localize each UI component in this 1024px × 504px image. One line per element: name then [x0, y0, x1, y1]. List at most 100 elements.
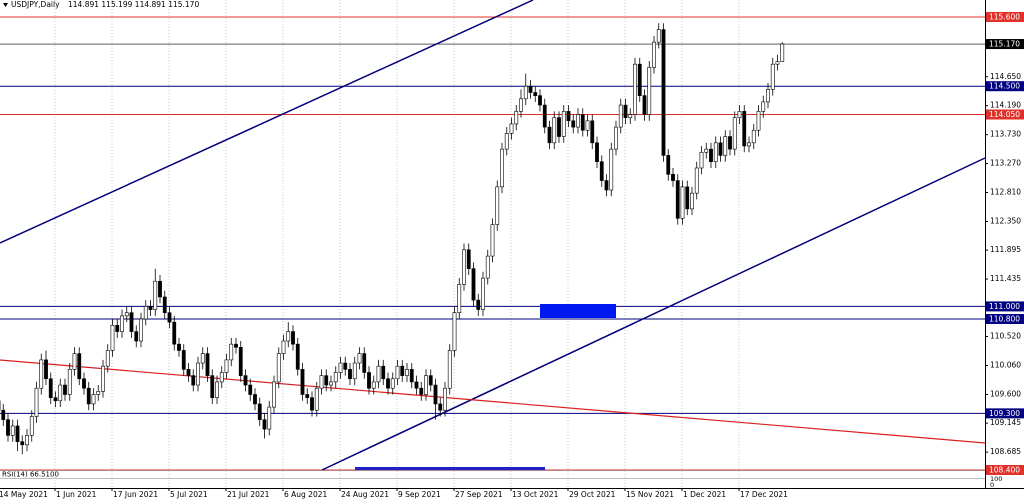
candle-body	[595, 143, 598, 162]
zone-bar	[355, 467, 545, 470]
candle-body	[481, 278, 484, 309]
candle-body	[510, 124, 513, 133]
candle-body	[515, 111, 518, 124]
candle-body	[439, 404, 442, 410]
candle-body	[752, 130, 755, 143]
y-tick-label: 110.520	[990, 332, 1021, 341]
candle-body	[420, 388, 423, 394]
y-tick-label: 108.685	[990, 447, 1021, 456]
candle-body	[344, 363, 347, 369]
candle-body	[177, 344, 180, 350]
candle-body	[700, 152, 703, 168]
candle-body	[695, 168, 698, 193]
candle-body	[263, 420, 266, 429]
level-line-label: 111.000	[989, 302, 1020, 311]
candle-body	[686, 187, 689, 209]
candle-body	[538, 96, 541, 105]
candle-body	[30, 417, 33, 436]
candle-body	[196, 363, 199, 385]
candle-body	[258, 404, 261, 420]
candle-body	[662, 30, 665, 156]
candle-body	[405, 369, 408, 375]
candle-body	[543, 105, 546, 127]
candle-body	[766, 89, 769, 102]
candle-body	[410, 369, 413, 382]
zone-rect	[540, 304, 616, 318]
candle-body	[306, 394, 309, 397]
level-line-label: 108.400	[989, 466, 1020, 475]
candle-body	[505, 133, 508, 149]
candle-body	[325, 376, 328, 385]
candle-body	[562, 111, 565, 136]
candle-body	[705, 149, 708, 152]
candle-body	[182, 350, 185, 369]
y-tick-label: 110.060	[990, 361, 1021, 370]
candle-body	[567, 111, 570, 120]
candle-body	[548, 127, 551, 143]
candle-body	[272, 382, 275, 407]
candle-body	[106, 350, 109, 366]
candle-body	[671, 174, 674, 180]
candle-body	[6, 420, 9, 436]
candle-body	[120, 316, 123, 332]
candle-body	[600, 162, 603, 181]
candle-body	[11, 426, 14, 435]
candle-body	[87, 388, 90, 404]
candle-body	[557, 118, 560, 137]
level-line-label: 110.800	[989, 314, 1020, 323]
candle-body	[762, 102, 765, 111]
candle-body	[733, 118, 736, 149]
candle-body	[529, 86, 532, 92]
candle-body	[163, 297, 166, 313]
candle-body	[776, 62, 779, 65]
candle-body	[173, 322, 176, 344]
candle-body	[187, 369, 190, 375]
candle-body	[35, 388, 38, 416]
candle-body	[16, 426, 19, 442]
candle-body	[657, 30, 660, 43]
candle-body	[771, 64, 774, 89]
candle-body	[116, 325, 119, 331]
candle-body	[496, 187, 499, 225]
candle-body	[201, 354, 204, 363]
candle-body	[301, 369, 304, 394]
x-tick-label: 27 Sep 2021	[455, 490, 503, 499]
candle-body	[401, 366, 404, 375]
candle-body	[714, 143, 717, 162]
candle-body	[97, 391, 100, 394]
candle-body	[633, 64, 636, 114]
candle-body	[154, 281, 157, 309]
candle-body	[92, 394, 95, 403]
candle-body	[453, 313, 456, 351]
y-tick-label: 112.810	[990, 188, 1021, 197]
candle-body	[363, 354, 366, 373]
last-price-line-label: 115.170	[989, 40, 1020, 49]
indicator-tick: 0	[990, 481, 994, 489]
candle-body	[747, 143, 750, 146]
candle-body	[239, 347, 242, 375]
candle-body	[353, 363, 356, 379]
candle-body	[472, 269, 475, 300]
candle-body	[728, 137, 731, 150]
x-tick-label: 17 Jun 2021	[113, 490, 158, 499]
y-tick-label: 109.145	[990, 418, 1021, 427]
candle-body	[614, 127, 617, 149]
x-tick-label: 13 Oct 2021	[512, 490, 559, 499]
candle-body	[63, 385, 66, 394]
price-header: 114.891 115.199 114.891 115.170	[68, 0, 199, 9]
candle-body	[576, 115, 579, 128]
candle-body	[519, 99, 522, 112]
candle-body	[40, 360, 43, 388]
candle-body	[158, 281, 161, 297]
candle-body	[391, 379, 394, 388]
candle-body	[244, 376, 247, 385]
candle-body	[667, 155, 670, 174]
candle-body	[149, 306, 152, 309]
candle-body	[709, 149, 712, 162]
y-tick-label: 112.350	[990, 216, 1021, 225]
candle-body	[367, 372, 370, 388]
x-tick-label: 9 Sep 2021	[398, 490, 441, 499]
